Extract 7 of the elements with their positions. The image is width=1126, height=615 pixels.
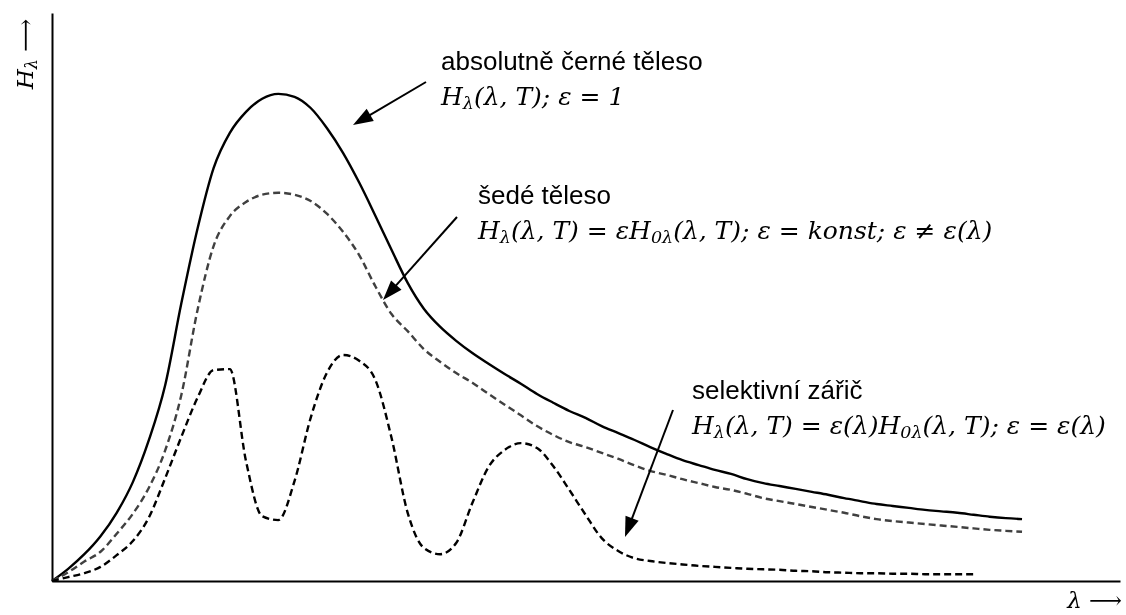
annotation: H$_{λ}$(λ, T) = ε(λ)H$_{0λ}$(λ, T); ε = ε(λ) bbox=[692, 410, 1106, 444]
annotation: šedé těleso bbox=[478, 179, 611, 212]
annotation: selektivní zářič bbox=[692, 374, 863, 407]
x-axis-title: λ ⟶ bbox=[1067, 586, 1122, 614]
annotation: H$_{λ}$(λ, T) = εH$_{0λ}$(λ, T); ε = konst; ε ≠ ε(λ) bbox=[478, 215, 993, 249]
text: absolutně černé těleso bbox=[441, 45, 703, 78]
annotation: H$_{λ}$(λ, T); ε = 1 bbox=[441, 81, 625, 115]
